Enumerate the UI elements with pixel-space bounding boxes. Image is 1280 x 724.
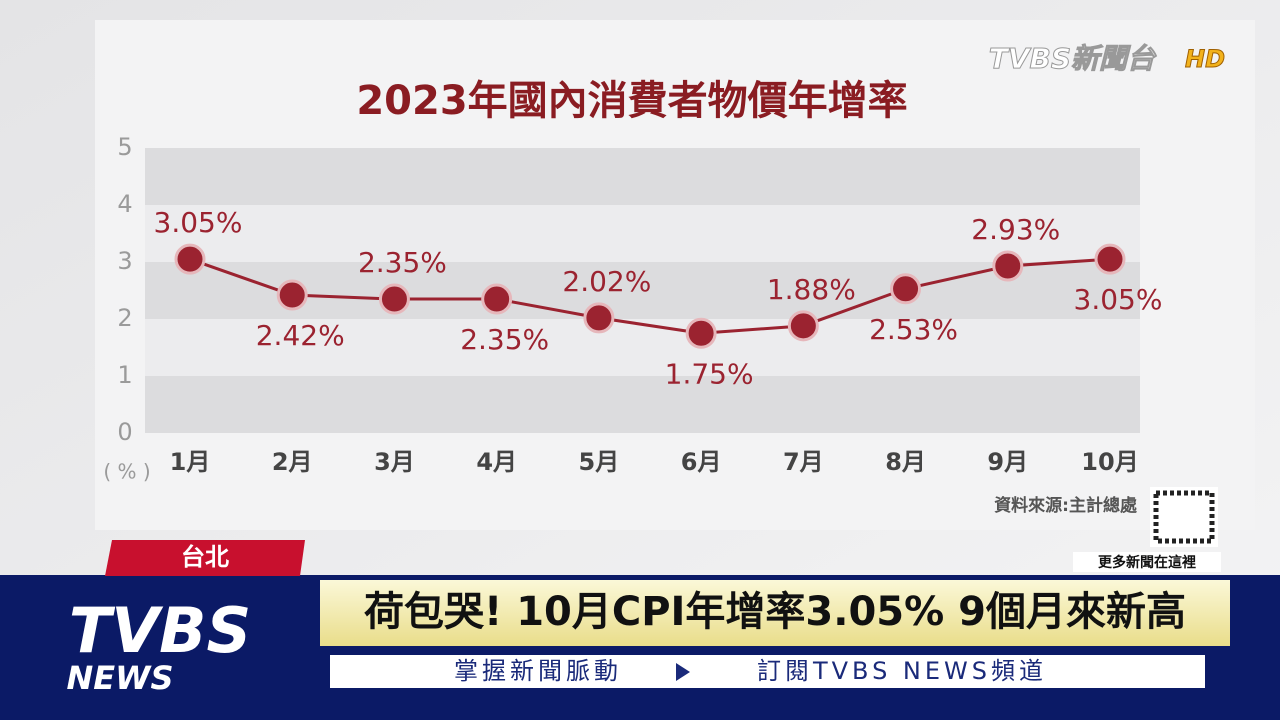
grid-band [145, 148, 1140, 205]
data-label: 1.75% [665, 357, 754, 390]
data-label: 2.35% [460, 323, 549, 356]
location-tab [105, 540, 305, 576]
grid-band [145, 262, 1140, 319]
marker [787, 310, 819, 342]
ticker-arrow [676, 663, 690, 681]
y-tick-label: 1 [117, 361, 132, 389]
news-logo-top: TVBS [69, 594, 251, 667]
x-tick-label: 2月 [272, 448, 313, 476]
x-tick-label: 7月 [783, 448, 824, 476]
marker [276, 279, 308, 311]
ticker-box [330, 655, 1205, 688]
data-label: 3.05% [154, 206, 243, 239]
plot: 0 1 2 3 4 5 3.05% 1月 2.42% 2月 2.35% 3月 2.35% 4月 2.02% 5… [117, 133, 1162, 476]
marker [583, 302, 615, 334]
grid-band [145, 376, 1140, 433]
data-label: 2.02% [562, 265, 651, 298]
x-tick-label: 5月 [579, 448, 620, 476]
y-tick-label: 3 [117, 247, 132, 275]
location: 台北 [181, 543, 229, 571]
source: 資料來源:主計總處 [994, 495, 1138, 516]
marker [378, 283, 410, 315]
y-tick-label: 5 [117, 133, 132, 161]
x-tick-label: 10月 [1081, 448, 1138, 476]
qr-caption: 更多新聞在這裡 [1098, 554, 1196, 571]
headline-box [320, 580, 1230, 646]
grid-band [145, 319, 1140, 376]
data-label: 1.88% [767, 273, 856, 306]
marker [1094, 243, 1126, 275]
grid-band [145, 205, 1140, 262]
x-tick-label: 4月 [476, 448, 517, 476]
marker [174, 243, 206, 275]
marker [685, 317, 717, 349]
y-tick-label: 0 [117, 418, 132, 446]
qr-pattern [1153, 490, 1215, 544]
y-tick-label: 4 [117, 190, 132, 218]
x-tick-label: 1月 [170, 448, 211, 476]
line [189, 257, 1111, 335]
x-tick-label: 3月 [374, 448, 415, 476]
news-logo-bottom: NEWS [67, 659, 174, 697]
data-label: 2.93% [971, 213, 1060, 246]
x-tick-label: 6月 [681, 448, 722, 476]
y-tick-label: 2 [117, 304, 132, 332]
ticker-text: 訂閱TVBS NEWS頻道 [757, 657, 1047, 685]
channel-logo: TVBS新聞台 [989, 42, 1157, 75]
ticker-text: 掌握新聞脈動 [454, 657, 622, 685]
qr-code [1150, 487, 1218, 547]
marker [992, 250, 1024, 282]
data-label: 2.42% [256, 319, 345, 352]
chart-title: 2023年國內消費者物價年增率 [356, 78, 907, 124]
y-unit-label: ( % ) [103, 460, 150, 484]
hd-badge: HD [1185, 45, 1225, 73]
marker [481, 283, 513, 315]
qr-caption-box [1073, 552, 1221, 572]
x-tick-label: 8月 [885, 448, 926, 476]
headline: 荷包哭! 10月CPI年增率3.05% 9個月來新高 [364, 589, 1186, 635]
data-label: 2.53% [869, 313, 958, 346]
marker [890, 273, 922, 305]
x-tick-label: 9月 [987, 448, 1028, 476]
data-label: 3.05% [1074, 283, 1163, 316]
data-label: 2.35% [358, 246, 447, 279]
